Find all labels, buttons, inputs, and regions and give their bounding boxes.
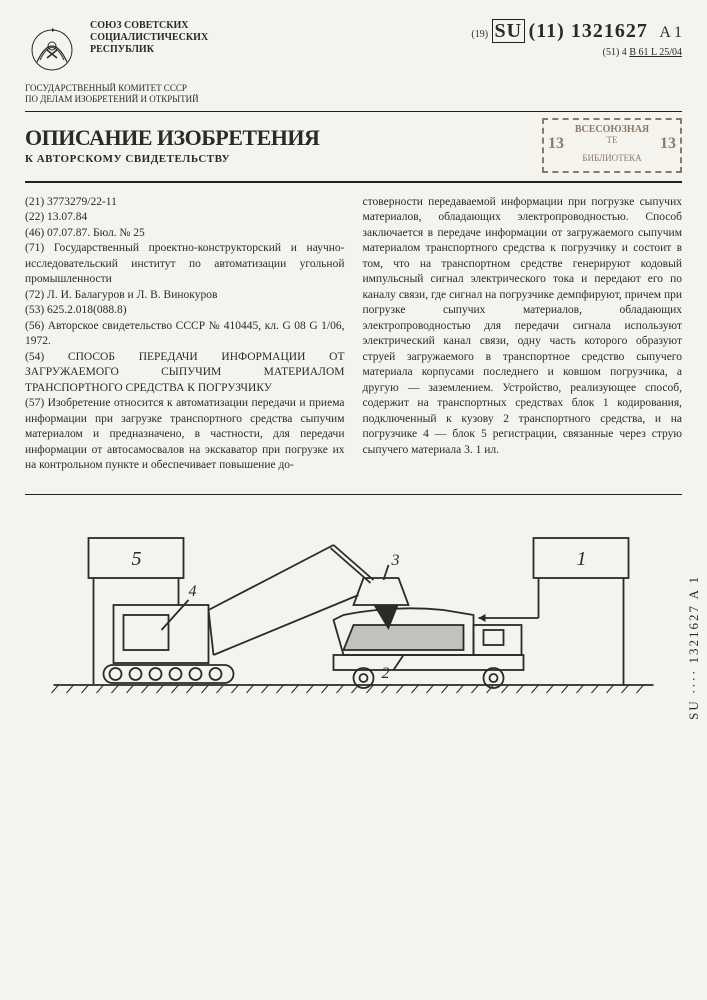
left-column: (21) 3773279/22-11 (22) 13.07.84 (46) 07… bbox=[25, 195, 345, 474]
svg-text:5: 5 bbox=[132, 548, 142, 570]
svg-text:1: 1 bbox=[577, 548, 587, 570]
right-column: стоверности передаваемой информации при … bbox=[363, 195, 683, 474]
org-name: СОЮЗ СОВЕТСКИХ СОЦИАЛИСТИЧЕСКИХ РЕСПУБЛИ… bbox=[90, 20, 471, 56]
committee-name: ГОСУДАРСТВЕННЫЙ КОМИТЕТ СССР ПО ДЕЛАМ ИЗ… bbox=[25, 83, 682, 105]
svg-text:3: 3 bbox=[391, 552, 400, 569]
document-id: (19) SU (11) 1321627 A 1 (51) 4 B 61 L 2… bbox=[471, 20, 682, 58]
figure-area: 5 3 4 bbox=[25, 494, 682, 715]
state-emblem bbox=[25, 20, 80, 75]
side-doc-id: SU ···· 1321627 A 1 bbox=[686, 575, 702, 720]
library-stamp: ВСЕСОЮЗНАЯ 13 ТЕ 13 БИБЛИОТЕКА bbox=[542, 118, 682, 173]
svg-text:4: 4 bbox=[189, 583, 197, 600]
technical-diagram: 5 3 4 bbox=[25, 510, 682, 710]
title-block: ОПИСАНИЕ ИЗОБРЕТЕНИЯ К АВТОРСКОМУ СВИДЕТ… bbox=[25, 125, 319, 165]
svg-text:2: 2 bbox=[382, 665, 390, 682]
body-columns: (21) 3773279/22-11 (22) 13.07.84 (46) 07… bbox=[25, 195, 682, 474]
